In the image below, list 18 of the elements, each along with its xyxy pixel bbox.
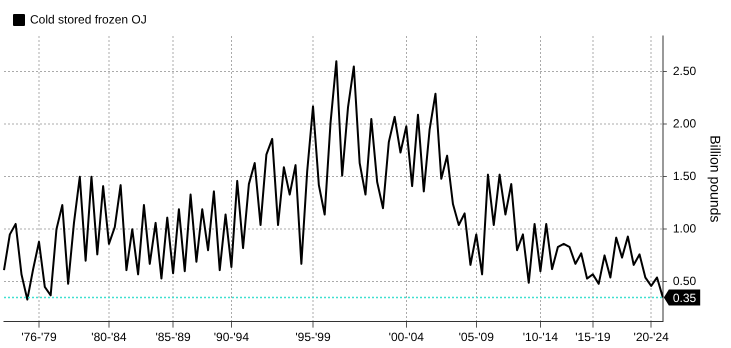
ref-line-label: 0.35 [672,290,697,305]
x-tick-label: '15-'19 [575,330,611,344]
y-tick-label: 1.00 [672,222,697,236]
x-tick-label: '05-'09 [458,330,494,344]
y-tick-label: 1.50 [672,169,697,184]
y-tick-label: 2.00 [672,116,697,131]
x-tick-label: '80-'84 [91,330,127,344]
legend-label: Cold stored frozen OJ [30,12,147,26]
x-tick-label: '85-'89 [155,330,192,344]
x-tick-label: '00-'04 [388,330,424,344]
y-axis-title: Billion pounds [708,135,724,222]
y-tick-label: 0.50 [672,274,697,288]
y-tick-label: 2.50 [672,64,697,78]
x-tick-label: '10-'14 [522,330,558,344]
x-tick-label: '95-'99 [295,330,331,344]
x-tick-label: '76-'79 [21,330,57,344]
x-tick-label: '20-'24 [634,330,670,344]
x-tick-label: '90-'94 [214,330,250,344]
